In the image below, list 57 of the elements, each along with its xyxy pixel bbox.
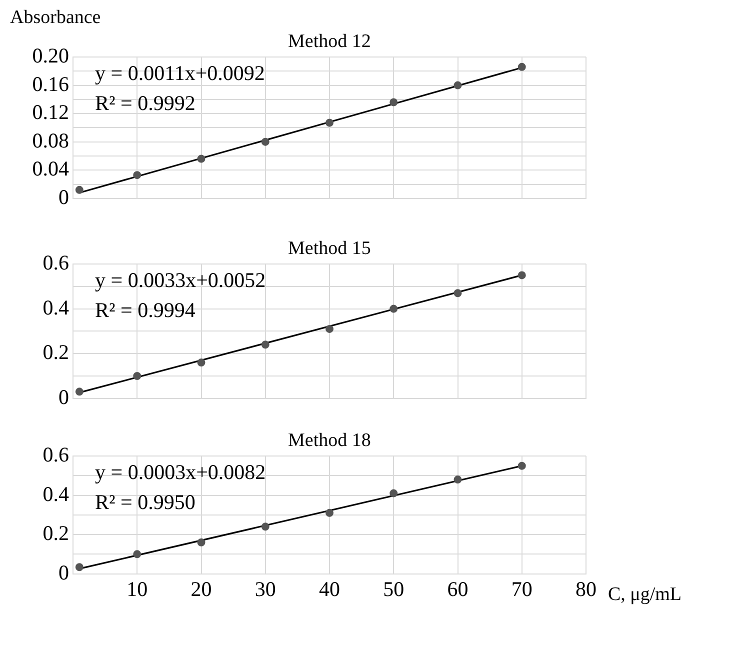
point xyxy=(326,324,334,333)
y-tick-label: 0.4 xyxy=(42,482,70,506)
y-tick-label: 0.12 xyxy=(32,100,69,124)
x-tick-label: 50 xyxy=(383,576,404,601)
point xyxy=(326,508,334,517)
x-tick-label: 10 xyxy=(126,576,148,601)
annotation: y = 0.0003x+0.0082 xyxy=(95,460,266,485)
y-tick-label: 0.6 xyxy=(42,442,69,467)
chart-title: Method 15 xyxy=(288,238,371,260)
x-tick-label: 30 xyxy=(254,576,276,601)
point xyxy=(454,81,462,90)
point xyxy=(133,550,142,558)
x-tick-label: 40 xyxy=(319,576,340,601)
point xyxy=(518,62,526,71)
annotation: y = 0.0011x+0.0092 xyxy=(95,61,265,86)
point xyxy=(390,304,398,313)
y-tick-label: 0.2 xyxy=(42,340,69,364)
y-tick-label: 0.08 xyxy=(32,128,69,152)
point xyxy=(326,118,334,127)
point xyxy=(261,138,270,146)
x-axis-title: C, μg/mL xyxy=(608,584,682,606)
annotation: R² = 0.9992 xyxy=(95,91,196,116)
point xyxy=(261,522,270,531)
y-tick-label: 0.16 xyxy=(32,72,69,96)
annotation: R² = 0.9950 xyxy=(95,490,196,515)
annotation: R² = 0.9994 xyxy=(95,298,196,323)
point xyxy=(454,289,462,298)
point xyxy=(454,476,462,484)
point xyxy=(197,538,206,546)
point xyxy=(390,489,398,498)
point xyxy=(75,388,84,396)
point xyxy=(390,98,398,106)
point xyxy=(518,462,526,470)
y-tick-label: 0.6 xyxy=(42,250,69,275)
x-tick-label: 60 xyxy=(447,576,468,601)
y-tick-label: 0 xyxy=(58,560,69,584)
point xyxy=(133,372,142,380)
y-axis-title: Absorbance xyxy=(10,7,101,29)
point xyxy=(75,563,84,572)
point xyxy=(261,340,270,349)
x-tick-label: 80 xyxy=(576,576,596,601)
y-tick-label: 0.04 xyxy=(32,156,70,181)
chart-title: Method 12 xyxy=(288,31,371,53)
annotation: y = 0.0033x+0.0052 xyxy=(95,268,266,293)
y-tick-label: 0.20 xyxy=(32,44,69,68)
y-tick-label: 0 xyxy=(58,184,69,209)
point xyxy=(75,186,84,194)
chart-title: Method 18 xyxy=(288,430,371,452)
point xyxy=(518,271,526,280)
point xyxy=(133,171,142,180)
x-tick-label: 70 xyxy=(511,576,532,601)
point xyxy=(197,154,206,163)
y-tick-label: 0.4 xyxy=(42,295,70,320)
point xyxy=(197,358,206,367)
x-tick-label: 20 xyxy=(190,576,212,601)
y-tick-label: 0.2 xyxy=(42,521,69,546)
y-tick-label: 0 xyxy=(58,384,69,409)
